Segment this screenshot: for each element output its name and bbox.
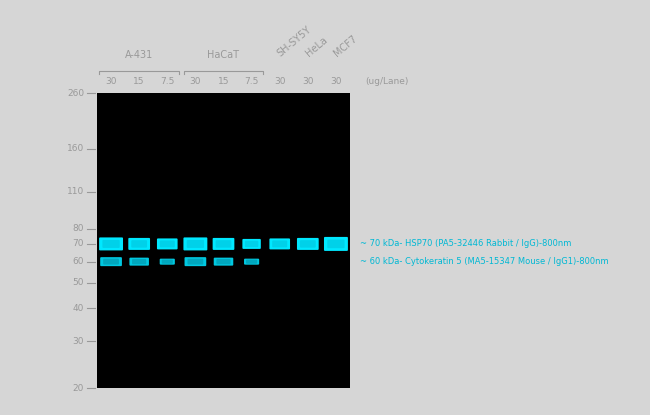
- FancyBboxPatch shape: [101, 239, 122, 249]
- FancyBboxPatch shape: [242, 239, 261, 249]
- Text: 70: 70: [73, 239, 84, 249]
- Text: HeLa: HeLa: [304, 35, 329, 59]
- FancyBboxPatch shape: [327, 239, 344, 248]
- Text: ~ 70 kDa- HSP70 (PA5-32446 Rabbit / IgG)-800nm: ~ 70 kDa- HSP70 (PA5-32446 Rabbit / IgG)…: [360, 239, 571, 249]
- FancyBboxPatch shape: [272, 240, 287, 247]
- FancyBboxPatch shape: [216, 259, 231, 264]
- FancyBboxPatch shape: [159, 239, 176, 248]
- Text: 80: 80: [73, 224, 84, 233]
- Text: 30: 30: [302, 76, 313, 85]
- FancyBboxPatch shape: [99, 237, 123, 250]
- FancyBboxPatch shape: [324, 237, 348, 251]
- Text: 30: 30: [73, 337, 84, 346]
- FancyBboxPatch shape: [326, 238, 346, 249]
- FancyBboxPatch shape: [244, 259, 259, 265]
- Text: 30: 30: [190, 76, 201, 85]
- Text: 30: 30: [330, 76, 342, 85]
- Text: HaCaT: HaCaT: [207, 50, 239, 60]
- Text: MCF7: MCF7: [332, 34, 359, 59]
- Text: 160: 160: [67, 144, 84, 153]
- FancyBboxPatch shape: [129, 258, 149, 266]
- Text: (ug/Lane): (ug/Lane): [365, 76, 408, 85]
- Text: 50: 50: [73, 278, 84, 287]
- FancyBboxPatch shape: [187, 259, 203, 265]
- FancyBboxPatch shape: [183, 237, 207, 250]
- FancyBboxPatch shape: [101, 258, 120, 265]
- FancyBboxPatch shape: [245, 241, 258, 247]
- FancyBboxPatch shape: [214, 239, 233, 249]
- FancyBboxPatch shape: [215, 259, 232, 265]
- FancyBboxPatch shape: [269, 238, 290, 249]
- FancyBboxPatch shape: [246, 259, 257, 264]
- FancyBboxPatch shape: [161, 259, 174, 264]
- FancyBboxPatch shape: [185, 257, 206, 266]
- Text: 60: 60: [73, 257, 84, 266]
- Text: 30: 30: [274, 76, 285, 85]
- FancyBboxPatch shape: [160, 240, 175, 247]
- FancyBboxPatch shape: [103, 240, 120, 248]
- Text: 20: 20: [73, 383, 84, 393]
- FancyBboxPatch shape: [187, 240, 204, 248]
- FancyBboxPatch shape: [245, 259, 258, 264]
- Text: ~ 60 kDa- Cytokeratin 5 (MA5-15347 Mouse / IgG1)-800nm: ~ 60 kDa- Cytokeratin 5 (MA5-15347 Mouse…: [360, 257, 608, 266]
- Text: SH-SY5Y: SH-SY5Y: [276, 25, 313, 59]
- Text: 7.5: 7.5: [244, 76, 259, 85]
- FancyBboxPatch shape: [298, 239, 317, 249]
- FancyBboxPatch shape: [214, 258, 233, 266]
- FancyBboxPatch shape: [216, 240, 231, 248]
- Text: 110: 110: [67, 188, 84, 196]
- FancyBboxPatch shape: [160, 259, 175, 265]
- FancyBboxPatch shape: [185, 239, 205, 249]
- Text: 260: 260: [67, 88, 84, 98]
- FancyBboxPatch shape: [162, 259, 173, 264]
- FancyBboxPatch shape: [131, 240, 147, 248]
- Text: A-431: A-431: [125, 50, 153, 60]
- FancyBboxPatch shape: [100, 257, 122, 266]
- Bar: [97, 93, 350, 388]
- FancyBboxPatch shape: [103, 259, 119, 265]
- FancyBboxPatch shape: [128, 238, 150, 250]
- FancyBboxPatch shape: [244, 240, 259, 248]
- FancyBboxPatch shape: [132, 259, 146, 264]
- Text: 15: 15: [218, 76, 229, 85]
- FancyBboxPatch shape: [271, 239, 289, 248]
- FancyBboxPatch shape: [130, 239, 149, 249]
- FancyBboxPatch shape: [297, 238, 318, 250]
- Text: 30: 30: [105, 76, 117, 85]
- Text: 7.5: 7.5: [160, 76, 174, 85]
- Text: 40: 40: [73, 304, 84, 313]
- FancyBboxPatch shape: [213, 238, 235, 250]
- FancyBboxPatch shape: [131, 259, 148, 265]
- FancyBboxPatch shape: [157, 238, 177, 249]
- FancyBboxPatch shape: [300, 240, 316, 248]
- Text: 15: 15: [133, 76, 145, 85]
- FancyBboxPatch shape: [186, 258, 205, 265]
